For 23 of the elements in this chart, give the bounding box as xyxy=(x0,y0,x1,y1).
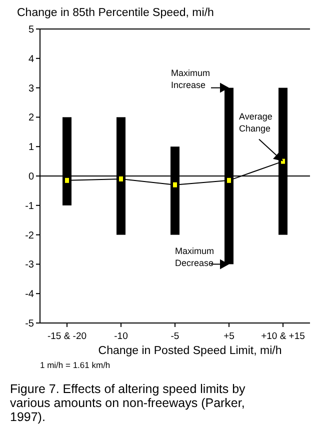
x-tick-label: -5 xyxy=(170,331,180,342)
x-tick-label: +10 & +15 xyxy=(261,331,305,342)
y-axis-title: Change in 85th Percentile Speed, mi/h xyxy=(17,7,214,19)
y-tick-label: -2 xyxy=(25,230,34,242)
annotation: Average Change xyxy=(239,111,272,134)
y-tick-label: 5 xyxy=(28,24,34,36)
annotation: Maximum Increase xyxy=(171,68,210,90)
y-tick-label: -4 xyxy=(25,289,34,300)
annotation: Maximum Decrease xyxy=(175,246,214,268)
y-tick-label: 1 xyxy=(28,142,34,154)
x-tick-label: +5 xyxy=(224,331,234,342)
text: 1 mi/h = 1.61 km/h xyxy=(40,360,110,370)
x-tick-label: -10 xyxy=(114,331,128,342)
y-tick-label: 2 xyxy=(28,112,34,124)
y-tick-label: 4 xyxy=(28,54,34,65)
y-tick-label: -1 xyxy=(25,200,34,212)
caption: Figure 7. Effects of altering speed limits by various amounts on non-freeways (Parker, 1997). xyxy=(10,382,246,424)
y-tick-label: -5 xyxy=(25,318,34,330)
x-tick-label: -15 & -20 xyxy=(47,331,87,342)
x-axis-title: Change in Posted Speed Limit, mi/h xyxy=(98,345,282,357)
y-tick-label: 0 xyxy=(28,172,34,182)
y-tick-label: -3 xyxy=(25,260,34,271)
y-tick-label: 3 xyxy=(28,83,34,94)
